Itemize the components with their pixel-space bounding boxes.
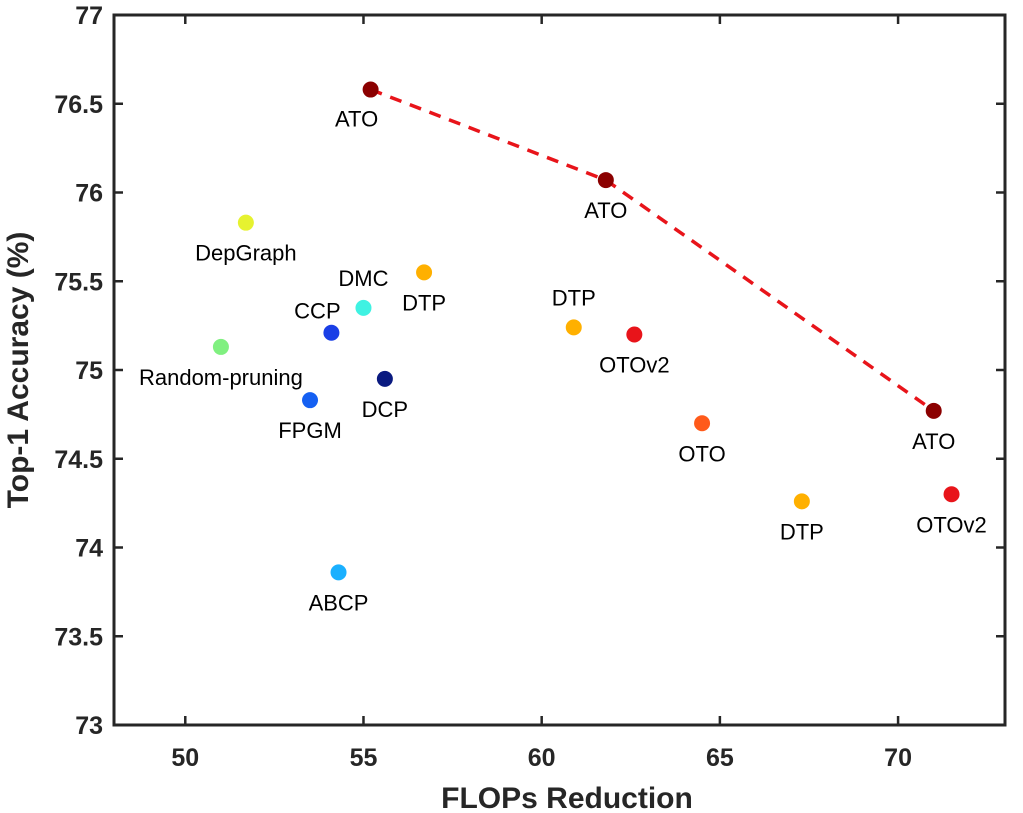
x-tick-label: 65 [706,744,734,772]
point-label: FPGM [278,418,342,443]
data-point-otov2 [626,326,643,343]
y-tick-label: 76 [75,180,103,208]
data-point-depgraph [237,214,254,231]
point-label: Random-pruning [139,365,303,390]
y-tick-label: 73.5 [54,623,103,651]
x-axis-title: FLOPs Reduction [441,782,693,813]
point-label: DTP [552,285,596,310]
y-axis-title: Top-1 Accuracy (%) [2,232,35,509]
x-tick-label: 60 [528,744,556,772]
y-tick-label: 76.5 [54,91,103,119]
y-tick-label: 74 [75,535,103,563]
data-point-ato [597,172,614,189]
point-label: OTO [678,441,725,466]
point-label: ABCP [309,590,369,615]
point-label: ATO [335,107,378,132]
y-tick-label: 74.5 [54,446,103,474]
x-tick-label: 70 [884,744,912,772]
data-point-ccp [323,324,340,341]
point-label: ATO [584,198,627,223]
data-point-dcp [376,370,393,387]
data-point-oto [694,415,711,432]
data-point-dtp [793,493,810,510]
data-point-ato [362,81,379,98]
x-tick-label: 55 [350,744,378,772]
point-labels-layer: ATO ATO ATO DepGraph DMC DTP CCP Random-pruning… [139,107,987,616]
y-tick-label: 73 [75,712,103,740]
point-label: CCP [294,299,340,324]
data-point-fpgm [302,392,319,409]
point-label: DMC [338,266,388,291]
point-label: OTOv2 [599,353,670,378]
y-tick-label: 75 [75,357,103,385]
point-label: DCP [362,397,408,422]
point-label: DTP [402,290,446,315]
y-tick-label: 77 [75,2,103,30]
point-label: ATO [912,429,955,454]
y-tick-label: 75.5 [54,268,103,296]
point-label: OTOv2 [916,512,987,537]
point-label: DTP [780,519,824,544]
x-tick-label: 50 [171,744,199,772]
data-point-abcp [330,564,347,581]
point-label: DepGraph [195,241,297,266]
ticks: 50 55 60 65 70 73 73.5 74 74.5 75 75.5 76 76.5 77 [54,2,1005,772]
data-point-otov2 [943,486,960,503]
data-point-random-pruning [212,338,229,355]
data-point-dtp [565,319,582,336]
data-point-ato [925,402,942,419]
data-point-dtp [416,264,433,281]
data-points-layer [212,81,960,581]
data-point-dmc [355,299,372,316]
